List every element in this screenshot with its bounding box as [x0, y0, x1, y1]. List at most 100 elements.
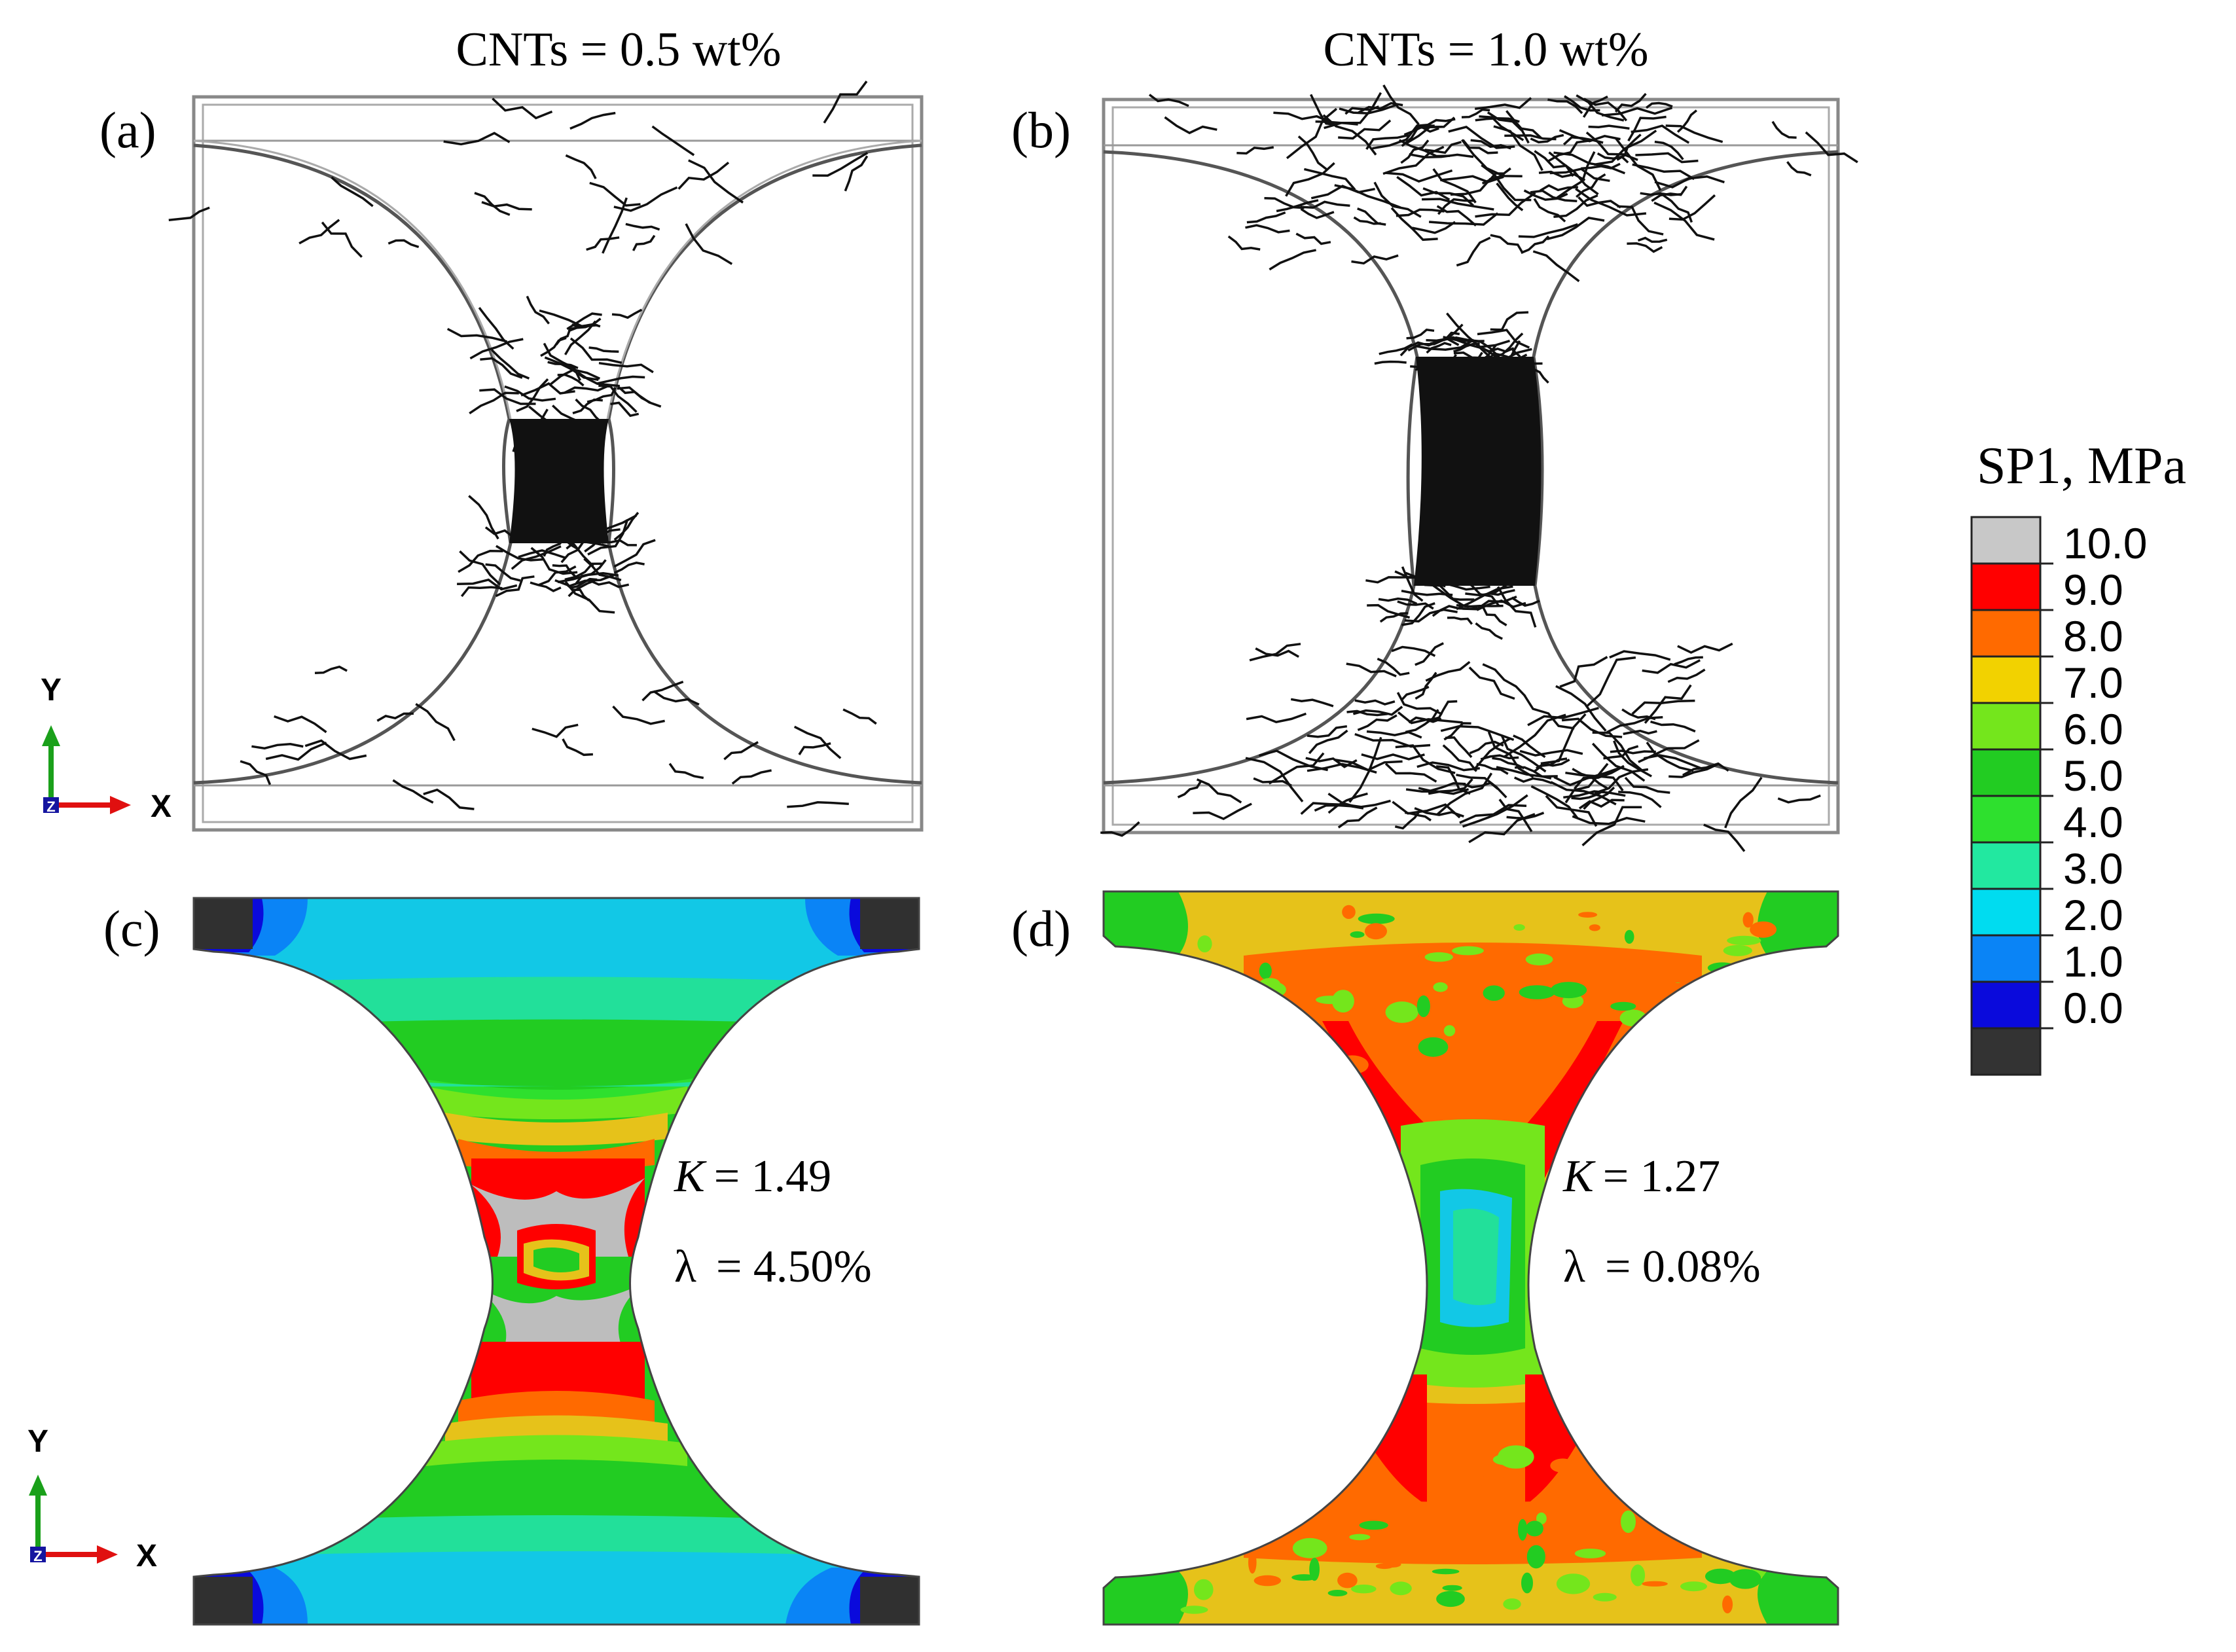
legend-tick-label: 10.0 — [2063, 519, 2147, 567]
legend-tick-label: 8.0 — [2063, 612, 2123, 660]
cnt-fiber — [1591, 742, 1646, 782]
cnt-fiber — [1530, 134, 1564, 144]
cnt-fiber — [1391, 645, 1436, 657]
cnt-fiber — [1482, 663, 1526, 697]
axis-x-label-bottom: X — [136, 1539, 157, 1573]
cnt-fiber — [1615, 137, 1662, 191]
contour-speckle — [1741, 1007, 1775, 1023]
cnt-fiber — [1436, 772, 1493, 816]
cnt-fiber — [1627, 242, 1663, 253]
cnt-fiber — [446, 327, 508, 343]
contour-speckle — [1271, 1465, 1298, 1478]
cnt-fiber — [1547, 98, 1583, 115]
annotation-d: K = 1.27 λ = 0.08% — [1562, 1151, 1761, 1292]
cnt-fiber — [1532, 250, 1580, 283]
legend-swatch — [1970, 1027, 2042, 1076]
cnt-fiber — [617, 386, 651, 404]
cnt-fiber — [588, 346, 619, 353]
cnt-fiber — [562, 738, 593, 757]
cnt-fiber — [1573, 764, 1625, 790]
cnt-fiber — [1631, 699, 1695, 715]
legend-swatch — [1970, 748, 2042, 797]
cnt-fiber — [458, 549, 503, 573]
cnt-fiber — [602, 197, 628, 254]
contour-speckle — [1711, 1026, 1735, 1045]
axis-triad-bottom: Y X Z — [27, 1424, 157, 1573]
contour-speckle — [1335, 1055, 1369, 1075]
cnt-fiber — [392, 779, 434, 804]
cnt-fiber — [1373, 181, 1422, 218]
cnt-fiber — [1405, 811, 1432, 821]
cnt-fiber — [1482, 607, 1507, 626]
cnt-fiber — [1462, 595, 1517, 611]
cnt-fiber — [1653, 202, 1715, 241]
contour-speckle — [1574, 1549, 1606, 1558]
cnt-fiber — [468, 495, 499, 540]
contour-speckle — [1610, 1001, 1636, 1011]
cnt-fiber — [1518, 223, 1578, 238]
cnt-fiber — [526, 295, 550, 325]
lambda-symbol-d: λ — [1563, 1242, 1585, 1292]
contour-speckle — [1391, 952, 1419, 961]
contour-speckle — [1732, 1498, 1765, 1507]
contour-speckle — [1705, 1568, 1736, 1585]
cnt-fiber — [1572, 768, 1609, 790]
contour-speckle — [1342, 905, 1356, 919]
cnt-fiber — [1581, 162, 1621, 170]
cnt-fiber — [1366, 730, 1422, 739]
cnt-fiber — [388, 239, 420, 249]
cnt-fiber — [1401, 589, 1453, 596]
contour-speckle — [1263, 1483, 1301, 1507]
cnt-fiber — [1646, 101, 1673, 109]
cnt-fiber — [1631, 124, 1690, 144]
contour-speckle — [1186, 992, 1204, 1007]
cnt-fiber — [1428, 212, 1499, 226]
cnt-fiber — [1253, 777, 1292, 787]
cnt-fiber — [1638, 739, 1700, 763]
contour-speckle — [1187, 1035, 1210, 1041]
cnt-fiber — [495, 545, 544, 562]
contour-speckle — [1525, 1520, 1543, 1537]
contour-speckle — [1382, 1561, 1401, 1568]
cnt-fiber — [1236, 146, 1274, 155]
axis-y-label-bottom: Y — [27, 1424, 48, 1459]
cnt-fiber — [564, 320, 597, 355]
cnt-fiber — [1623, 729, 1657, 736]
cnt-fiber — [1654, 140, 1684, 160]
cnt-fiber — [1536, 759, 1570, 770]
contour-speckle — [1551, 982, 1587, 999]
contour-speckle — [1583, 1497, 1611, 1515]
cnt-fiber — [1255, 647, 1299, 658]
legend-swatch — [1970, 841, 2042, 890]
contour-speckle — [1492, 1454, 1518, 1465]
cnt-fiber — [1290, 698, 1334, 708]
cnt-fiber — [1351, 254, 1399, 265]
cnt-fiber — [1385, 169, 1453, 183]
cnt-fiber — [1651, 185, 1688, 202]
legend-tick-label: 0.0 — [2063, 984, 2123, 1032]
cnt-fiber — [1400, 139, 1430, 164]
cnt-fiber — [1395, 744, 1456, 774]
contour-speckle — [1248, 1551, 1257, 1574]
legend-swatch — [1970, 934, 2042, 983]
cnt-fiber — [1475, 192, 1536, 218]
legend-swatch — [1970, 702, 2042, 751]
contour-speckle — [1184, 1014, 1194, 1037]
legend-tick-label: 2.0 — [2063, 891, 2123, 939]
contour-speckle — [1199, 1456, 1233, 1467]
legend-tick-label: 4.0 — [2063, 798, 2123, 846]
cnt-fiber — [1771, 120, 1797, 139]
cnt-fiber — [1382, 145, 1445, 175]
cnt-fiber — [1613, 740, 1652, 778]
cnt-fiber — [1470, 139, 1511, 150]
cnt-fiber — [1246, 712, 1307, 724]
cnt-fiber — [564, 562, 604, 581]
cnt-fiber — [469, 391, 519, 415]
contour-speckle — [1292, 1537, 1327, 1558]
cnt-fiber — [1650, 720, 1696, 733]
cnt-fiber — [321, 221, 363, 258]
cnt-fiber — [787, 801, 849, 808]
cnt-fiber — [1164, 116, 1217, 135]
cnt-fiber — [1506, 110, 1542, 139]
cnt-fiber — [625, 223, 660, 231]
